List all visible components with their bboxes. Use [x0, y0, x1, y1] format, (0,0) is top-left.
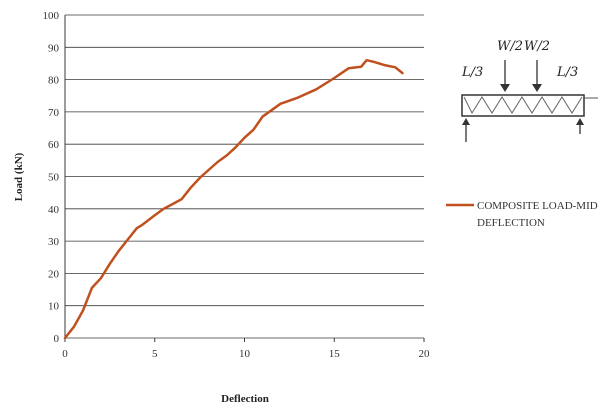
y-tick-label: 90 [48, 42, 60, 54]
series-group [63, 58, 404, 340]
x-tick-label: 5 [152, 348, 158, 360]
y-tick-label: 30 [48, 236, 60, 248]
y-tick-label: 20 [48, 268, 60, 280]
series-line-1 [63, 58, 404, 340]
legend: COMPOSITE LOAD-MID DEFLECTION [446, 200, 598, 229]
legend-label-line-2: DEFLECTION [477, 217, 545, 229]
beam-truss-zigzag [463, 96, 583, 115]
y-tick-label: 70 [48, 107, 60, 119]
x-tick-label: 20 [419, 348, 431, 360]
sketch-label-right-span: L/3 [556, 65, 578, 80]
sketch-label-load-2: W/2 [524, 39, 550, 54]
y-tick-label: 10 [48, 301, 60, 313]
y-tick-label: 40 [48, 204, 60, 216]
legend-label-line-1: COMPOSITE LOAD-MID [477, 200, 598, 212]
y-tick-label: 80 [48, 75, 60, 87]
y-tick-labels: 0 10 20 30 40 50 60 70 80 90 100 [43, 10, 60, 345]
x-tick-label: 0 [62, 348, 68, 360]
sketch-label-left-span: L/3 [461, 65, 483, 80]
load-arrow-2-head [532, 84, 542, 92]
sketch-label-load-1: W/2 [497, 39, 523, 54]
y-tick-label: 0 [54, 333, 60, 345]
y-tick-label: 60 [48, 139, 60, 151]
x-axis-label: Deflection [221, 393, 269, 405]
beam-body [461, 94, 585, 117]
grid-lines [65, 14, 424, 339]
axes [64, 15, 425, 342]
x-tick-labels: 0 5 10 15 20 [62, 348, 430, 360]
x-tick-label: 15 [329, 348, 341, 360]
y-tick-label: 100 [43, 10, 60, 22]
y-tick-label: 50 [48, 172, 60, 184]
y-axis-label: Load (kN) [13, 152, 25, 201]
support-arrow-right-head [576, 118, 584, 125]
load-arrow-1-head [500, 84, 510, 92]
beam-sketch: L/3 W/2 W/2 L/3 [461, 39, 598, 142]
support-arrow-left-head [462, 118, 470, 125]
x-tick-label: 10 [239, 348, 251, 360]
